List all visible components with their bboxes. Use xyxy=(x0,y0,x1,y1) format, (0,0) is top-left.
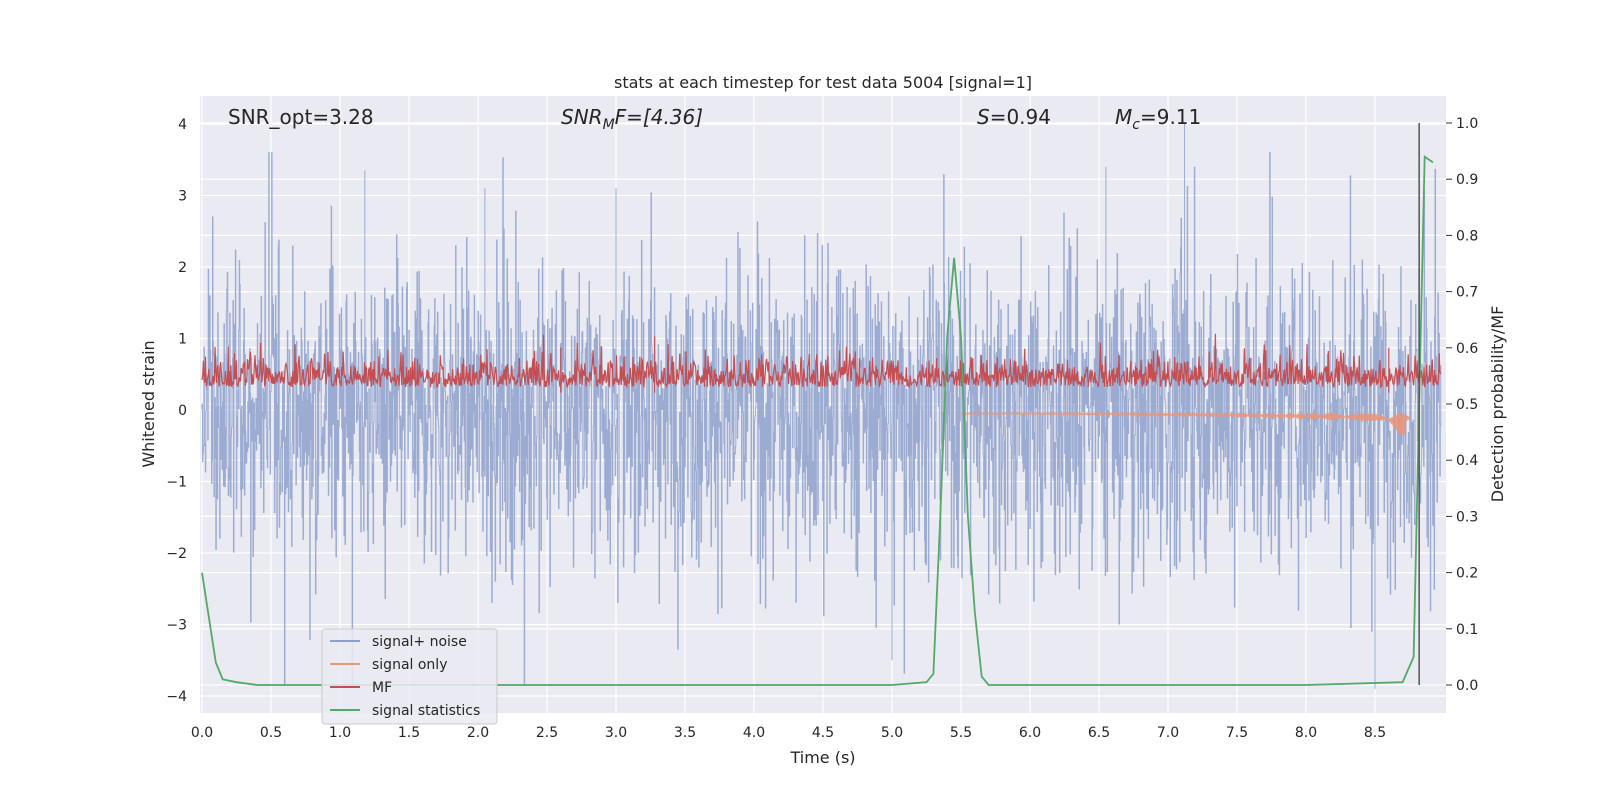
legend-box xyxy=(321,628,498,725)
s-val: =0.94 xyxy=(990,105,1051,129)
mc-sub: c xyxy=(1132,117,1140,133)
annotation-snr-mf: SNRMF=[4.36] xyxy=(561,105,703,133)
snr-mf-main: SNR xyxy=(561,105,603,129)
ticks: 0.0 0.5 1.0 1.5 2.0 2.5 3.0 3.5 4.0 4.5 5.0 5.5 6.0 6… xyxy=(166,116,1478,741)
x-tick-label: 7.0 xyxy=(1157,725,1179,741)
y-tick-label-right: 0.5 xyxy=(1456,397,1478,413)
y-tick-label-left: 3 xyxy=(178,189,187,205)
legend: signal+ noise signal only MF signal stat… xyxy=(321,628,498,725)
y-tick-label-right: 0.1 xyxy=(1456,622,1478,638)
x-tick-label: 0.0 xyxy=(191,725,213,741)
y-tick-label-left: 2 xyxy=(178,260,187,276)
y-tick-label-left: 0 xyxy=(178,403,187,419)
snr-mf-sub: M xyxy=(603,117,615,133)
series-mf xyxy=(201,333,1442,393)
x-tick-label: 5.5 xyxy=(950,725,972,741)
y-tick-label-left: −3 xyxy=(166,618,187,634)
y-tick-label-right: 0.0 xyxy=(1456,678,1478,694)
series-signal-only xyxy=(960,410,1411,436)
y-tick-label-left: −2 xyxy=(166,546,187,562)
y-tick-label-right: 0.9 xyxy=(1456,172,1478,188)
y-tick-label-left: 4 xyxy=(178,117,187,133)
x-tick-label: 0.5 xyxy=(260,725,282,741)
annotation-s: S=0.94 xyxy=(977,105,1051,129)
x-tick-label: 3.0 xyxy=(605,725,627,741)
y-tick-label-right: 0.2 xyxy=(1456,566,1478,582)
x-tick-label: 8.5 xyxy=(1364,725,1386,741)
x-tick-label: 5.0 xyxy=(881,725,903,741)
y-tick-label-right: 0.3 xyxy=(1456,509,1478,525)
y-axis-title-right: Detection probability/MF xyxy=(1488,306,1507,503)
snr-mf-rest: F=[4.36] xyxy=(615,105,703,129)
y-tick-label-right: 0.7 xyxy=(1456,285,1478,301)
x-tick-label: 2.5 xyxy=(536,725,558,741)
mc-val: =9.11 xyxy=(1140,105,1201,129)
legend-label-signal-only: signal only xyxy=(372,657,447,673)
x-tick-label: 8.0 xyxy=(1295,725,1317,741)
y-axis-title-left: Whitened strain xyxy=(139,340,158,467)
y-tick-label-right: 0.8 xyxy=(1456,228,1478,244)
chart-title: stats at each timestep for test data 500… xyxy=(614,73,1032,92)
annotation-snr-opt: SNR_opt=3.28 xyxy=(228,105,374,129)
y-tick-label-right: 1.0 xyxy=(1456,116,1478,132)
y-tick-label-left: 1 xyxy=(178,332,187,348)
x-axis-title: Time (s) xyxy=(789,748,855,767)
series-signal-noise xyxy=(201,124,1442,689)
s-var: S xyxy=(977,105,990,129)
y-tick-label-right: 0.6 xyxy=(1456,341,1478,357)
legend-label-signal-statistics: signal statistics xyxy=(372,703,480,719)
series-layer xyxy=(201,123,1442,689)
y-tick-label-right: 0.4 xyxy=(1456,453,1478,469)
x-tick-label: 7.5 xyxy=(1226,725,1248,741)
legend-label-mf: MF xyxy=(372,680,392,696)
x-tick-label: 1.0 xyxy=(329,725,351,741)
y-tick-label-left: −4 xyxy=(166,689,187,705)
series-signal-statistics xyxy=(201,155,1434,686)
x-tick-label: 2.0 xyxy=(467,725,489,741)
x-tick-label: 6.5 xyxy=(1088,725,1110,741)
x-tick-label: 1.5 xyxy=(398,725,420,741)
x-tick-label: 4.0 xyxy=(743,725,765,741)
y-tick-label-left: −1 xyxy=(166,475,187,491)
annotation-mc: Mc=9.11 xyxy=(1115,105,1201,133)
x-tick-label: 4.5 xyxy=(812,725,834,741)
mc-var: M xyxy=(1115,105,1132,129)
x-tick-label: 6.0 xyxy=(1019,725,1041,741)
x-tick-label: 3.5 xyxy=(674,725,696,741)
legend-label-signal-noise: signal+ noise xyxy=(372,634,467,650)
